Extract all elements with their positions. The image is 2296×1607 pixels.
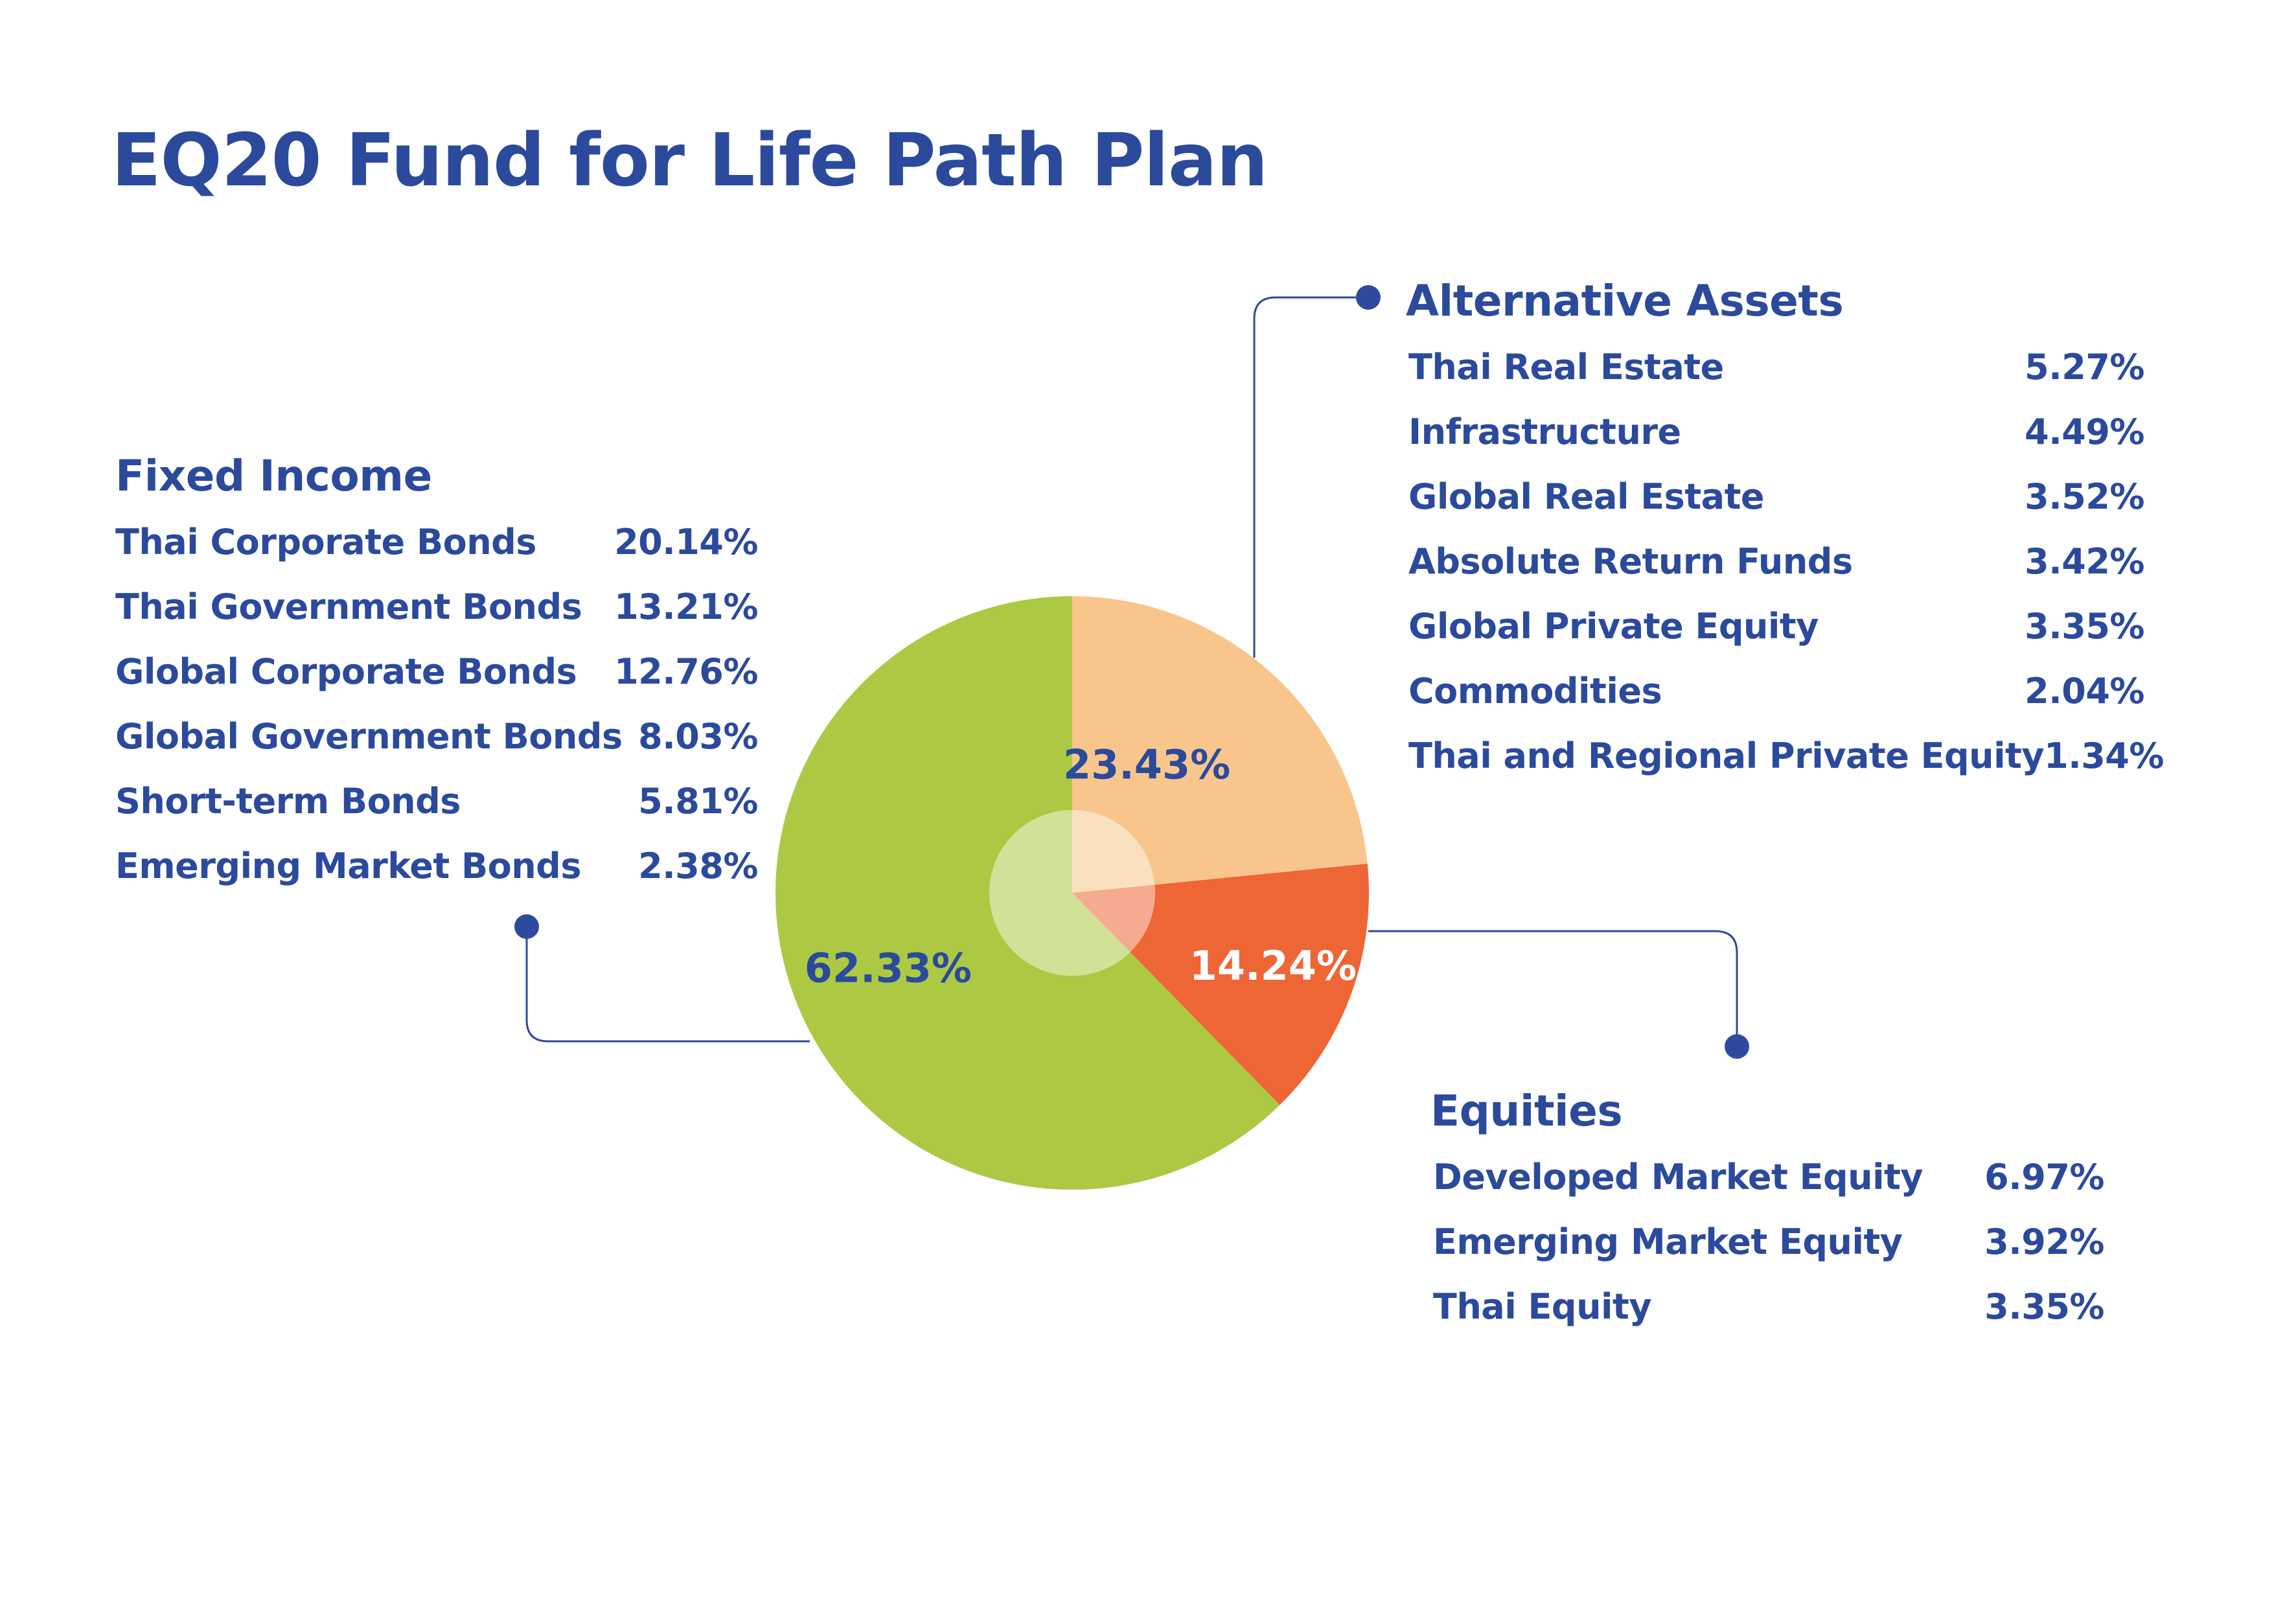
list-item: Infrastructure 4.49% — [1408, 399, 2144, 464]
pie-slice-label: 62.33% — [805, 944, 972, 991]
list-item: Developed Market Equity 6.97% — [1433, 1144, 2104, 1209]
item-label: Thai and Regional Private Equity — [1408, 735, 2045, 776]
pie-slice-fixed-income — [775, 596, 1280, 1190]
list-item: Global Private Equity 3.35% — [1408, 594, 2144, 658]
connector-fixed-income — [525, 927, 810, 1043]
item-label: Thai Government Bonds — [115, 586, 582, 627]
alternative-assets-title: Alternative Assets — [1406, 276, 1844, 326]
list-item: Emerging Market Bonds 2.38% — [115, 833, 758, 898]
pie-slice-alternative-assets — [1072, 596, 1368, 893]
item-value: 3.35% — [1984, 1286, 2104, 1327]
connector-equities — [1368, 930, 1738, 1046]
item-label: Thai Equity — [1433, 1286, 1652, 1327]
item-value: 1.34% — [2044, 735, 2164, 776]
item-value: 5.27% — [2025, 346, 2144, 387]
item-value: 3.92% — [1984, 1221, 2104, 1262]
list-item: Global Real Estate 3.52% — [1408, 464, 2144, 529]
item-label: Commodities — [1408, 670, 1662, 711]
pie-slice-label: 14.24% — [1189, 942, 1357, 989]
list-item: Thai and Regional Private Equity 1.34% — [1408, 723, 2164, 788]
list-item: Emerging Market Equity 3.92% — [1433, 1209, 2104, 1274]
item-label: Emerging Market Bonds — [115, 845, 581, 886]
pie-slice-label: 23.43% — [1063, 741, 1230, 789]
connector-dot-equities — [1725, 1034, 1749, 1059]
list-item: Global Corporate Bonds 12.76% — [115, 639, 758, 704]
fixed-income-title: Fixed Income — [115, 451, 432, 501]
pie-slice-labels: 23.43% 14.24% 62.33% — [805, 741, 1357, 992]
item-label: Global Private Equity — [1408, 605, 1819, 647]
connector-dot-fixed-income — [514, 914, 539, 939]
alternative-assets-group: Alternative Assets Thai Real Estate 5.27… — [1406, 272, 2164, 788]
item-label: Global Government Bonds — [115, 715, 623, 757]
list-item: Commodities 2.04% — [1408, 658, 2144, 723]
connector-dot-alternative-assets — [1356, 285, 1381, 310]
item-value: 3.42% — [2025, 540, 2144, 582]
item-label: Global Corporate Bonds — [115, 651, 577, 692]
list-item: Short-term Bonds 5.81% — [115, 769, 758, 833]
list-item: Thai Government Bonds 13.21% — [115, 574, 758, 639]
item-value: 20.14% — [614, 521, 758, 562]
pie-slice-equities — [1072, 863, 1369, 1105]
list-item: Thai Equity 3.35% — [1433, 1274, 2104, 1339]
item-value: 5.81% — [638, 780, 758, 822]
item-value: 2.38% — [638, 845, 758, 886]
pie-slices — [775, 596, 1369, 1190]
list-item: Thai Real Estate 5.27% — [1408, 334, 2144, 399]
item-value: 6.97% — [1984, 1156, 2104, 1197]
chart-title: EQ20 Fund for Life Path Plan — [111, 119, 1268, 203]
item-label: Developed Market Equity — [1433, 1156, 1923, 1197]
connector-dots — [514, 285, 1749, 1059]
item-label: Emerging Market Equity — [1433, 1221, 1903, 1262]
item-label: Infrastructure — [1408, 411, 1681, 452]
item-value: 2.04% — [2025, 670, 2144, 711]
list-item: Absolute Return Funds 3.42% — [1408, 529, 2144, 594]
item-label: Absolute Return Funds — [1408, 540, 1853, 582]
item-value: 3.52% — [2025, 476, 2144, 517]
connectors — [525, 296, 1738, 1046]
item-label: Thai Corporate Bonds — [115, 521, 536, 562]
item-value: 13.21% — [614, 586, 758, 627]
item-value: 3.35% — [2025, 605, 2144, 647]
list-item: Global Government Bonds 8.03% — [115, 704, 758, 769]
item-label: Global Real Estate — [1408, 476, 1765, 517]
item-value: 8.03% — [638, 715, 758, 757]
item-value: 12.76% — [614, 651, 758, 692]
equities-title: Equities — [1430, 1086, 1623, 1136]
list-item: Thai Corporate Bonds 20.14% — [115, 509, 758, 574]
connector-alternative-assets — [1253, 296, 1368, 658]
equities-group: Equities Developed Market Equity 6.97% E… — [1430, 1082, 2104, 1339]
item-label: Thai Real Estate — [1408, 346, 1724, 387]
item-label: Short-term Bonds — [115, 780, 461, 822]
pie-center-highlight — [989, 810, 1155, 976]
fixed-income-group: Fixed Income Thai Corporate Bonds 20.14%… — [115, 447, 758, 898]
item-value: 4.49% — [2025, 411, 2144, 452]
